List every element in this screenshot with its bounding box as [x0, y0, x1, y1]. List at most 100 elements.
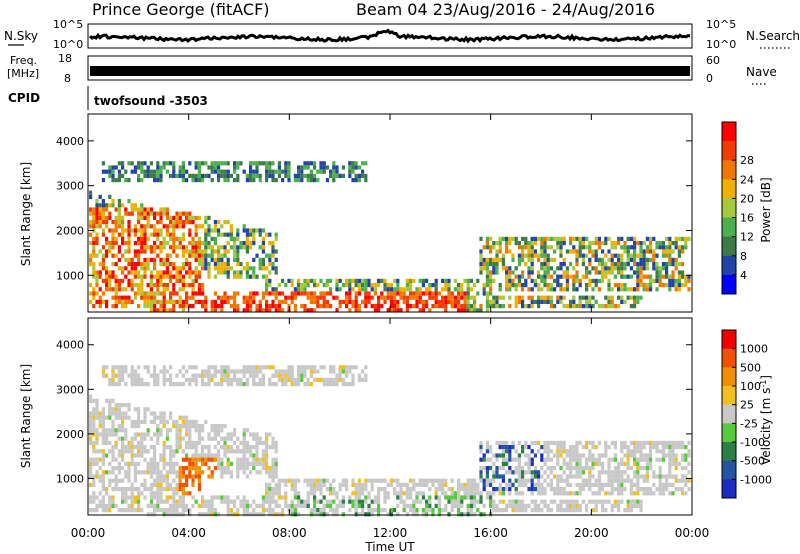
velocity-cell — [226, 470, 230, 475]
velocity-cell — [463, 482, 467, 487]
velocity-cell — [207, 453, 211, 458]
velocity-cell — [271, 436, 275, 441]
power-cell — [661, 266, 665, 271]
power-cell — [255, 308, 259, 313]
velocity-cell — [386, 495, 390, 500]
power-cell — [223, 253, 227, 258]
velocity-cell — [530, 474, 534, 479]
velocity-cell — [613, 499, 617, 504]
velocity-cell — [271, 470, 275, 475]
power-cell — [188, 228, 192, 233]
velocity-cell — [546, 449, 550, 454]
power-cell — [386, 308, 390, 313]
power-cell — [361, 287, 365, 292]
velocity-cell — [617, 474, 621, 479]
power-cell — [217, 249, 221, 254]
power-cell — [556, 295, 560, 300]
power-cell — [207, 262, 211, 267]
power-cell — [540, 249, 544, 254]
power-cell — [137, 287, 141, 292]
power-cell — [92, 274, 96, 279]
velocity-cell — [239, 457, 243, 462]
velocity-cell — [156, 499, 160, 504]
velocity-cell — [665, 487, 669, 492]
velocity-cell — [117, 436, 121, 441]
velocity-cell — [92, 461, 96, 466]
power-cell — [268, 241, 272, 246]
velocity-cell — [585, 503, 589, 508]
velocity-cell — [169, 457, 173, 462]
power-cell — [137, 236, 141, 241]
velocity-cell — [313, 495, 317, 500]
power-cell — [133, 266, 137, 271]
velocity-cell — [162, 487, 166, 492]
power-cell — [357, 178, 361, 183]
power-cell — [258, 228, 262, 233]
power-cell — [108, 169, 112, 174]
power-cell — [623, 283, 627, 288]
velocity-cell — [271, 365, 275, 370]
velocity-cell — [661, 474, 665, 479]
power-cell — [463, 299, 467, 304]
velocity-cell — [297, 503, 301, 508]
velocity-cell — [165, 432, 169, 437]
power-cell — [108, 203, 112, 208]
power-cell — [89, 241, 93, 246]
power-cell — [521, 274, 525, 279]
power-cell — [226, 241, 230, 246]
power-cell — [687, 287, 691, 292]
power-cell — [265, 161, 269, 166]
velocity-cell — [137, 508, 141, 513]
velocity-cell — [389, 478, 393, 483]
velocity-cell — [98, 503, 102, 508]
power-cell — [207, 228, 211, 233]
power-cell — [210, 249, 214, 254]
velocity-cell — [364, 499, 368, 504]
power-cell — [226, 266, 230, 271]
power-cell — [594, 270, 598, 275]
velocity-cell — [162, 508, 166, 513]
power-cell — [95, 215, 99, 220]
power-cell — [188, 295, 192, 300]
power-cell — [463, 295, 467, 300]
power-cell — [108, 165, 112, 170]
velocity-cell — [111, 487, 115, 492]
power-cell — [162, 270, 166, 275]
velocity-cell — [156, 487, 160, 492]
velocity-cell — [114, 478, 118, 483]
power-cell — [485, 299, 489, 304]
power-cell — [418, 308, 422, 313]
velocity-cell — [290, 373, 294, 378]
power-cell — [345, 299, 349, 304]
power-cell — [293, 287, 297, 292]
velocity-cell — [485, 445, 489, 450]
velocity-cell — [220, 474, 224, 479]
velocity-cell — [293, 491, 297, 496]
power-cell — [399, 291, 403, 296]
power-cell — [364, 173, 368, 178]
power-cell — [329, 169, 333, 174]
power-cell — [137, 304, 141, 309]
velocity-cell — [645, 440, 649, 445]
velocity-cell — [588, 499, 592, 504]
power-cell — [277, 169, 281, 174]
power-cell — [341, 283, 345, 288]
velocity-cell — [268, 503, 272, 508]
power-cell — [677, 270, 681, 275]
power-cell — [207, 224, 211, 229]
power-cell — [143, 299, 147, 304]
power-cell — [233, 270, 237, 275]
power-cell — [601, 266, 605, 271]
power-cell — [162, 236, 166, 241]
velocity-cell — [210, 365, 214, 370]
velocity-cell — [594, 478, 598, 483]
velocity-cell — [601, 487, 605, 492]
velocity-cell — [297, 495, 301, 500]
velocity-cell — [591, 508, 595, 513]
velocity-cell — [261, 453, 265, 458]
power-cell — [348, 278, 352, 283]
velocity-cell — [642, 445, 646, 450]
power-cell — [156, 299, 160, 304]
power-cell — [313, 278, 317, 283]
velocity-cell — [287, 377, 291, 382]
